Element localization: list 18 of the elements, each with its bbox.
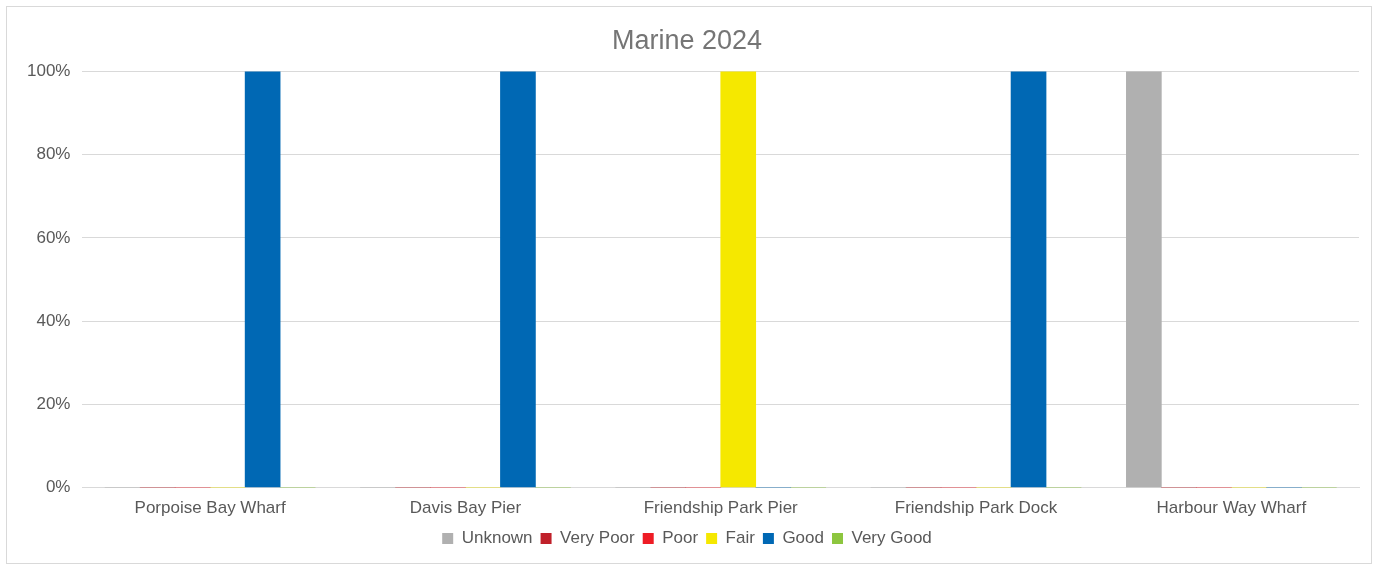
y-tick-label: 60% [36, 227, 71, 247]
legend-label: Very Poor [560, 528, 636, 548]
x-tick-label: Friendship Park Pier [643, 498, 799, 518]
y-tick-label: 20% [36, 394, 71, 414]
x-tick-label: Porpoise Bay Wharf [134, 498, 286, 518]
x-tick-label: Davis Bay Pier [409, 498, 522, 518]
legend-label: Poor [662, 528, 699, 548]
legend-label: Very Good [851, 528, 932, 548]
x-tick-label: Harbour Way Wharf [1156, 498, 1307, 518]
y-tick-label: 100% [27, 61, 71, 81]
chart-title: Marine 2024 [611, 24, 763, 55]
legend-label: Fair [725, 528, 756, 548]
legend-label: Good [782, 528, 824, 548]
legend-label: Unknown [461, 528, 533, 548]
x-tick-label: Friendship Park Dock [894, 498, 1058, 518]
y-tick-label: 40% [36, 310, 71, 330]
y-tick-label: 0% [45, 477, 71, 497]
y-tick-label: 80% [36, 144, 71, 164]
